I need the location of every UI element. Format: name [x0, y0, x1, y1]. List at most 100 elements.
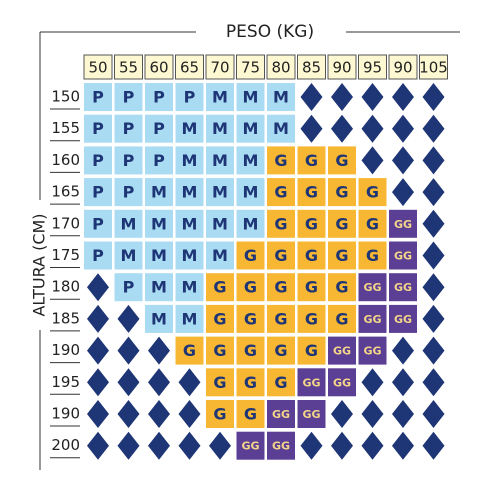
- size-cell: [236, 431, 265, 460]
- size-cell: [206, 114, 234, 143]
- size-cell: [175, 146, 204, 175]
- size-cell: [389, 273, 417, 302]
- size-cell: [297, 273, 326, 302]
- column-label: 60: [149, 59, 168, 77]
- empty-diamond: [87, 431, 109, 460]
- size-label: G: [244, 405, 257, 424]
- size-label: GG: [394, 281, 412, 294]
- size-label: G: [213, 278, 226, 297]
- empty-diamond: [148, 431, 170, 460]
- size-cell: [236, 400, 265, 428]
- size-cell: [297, 178, 326, 207]
- empty-diamond: [87, 273, 109, 302]
- size-cell: [297, 241, 326, 270]
- empty-diamond: [422, 83, 445, 111]
- size-label: GG: [363, 345, 381, 358]
- size-cell: [145, 146, 173, 175]
- size-label: P: [153, 151, 165, 170]
- row-label: 180: [51, 278, 80, 296]
- empty-diamond: [361, 400, 384, 428]
- size-cell: [389, 209, 417, 238]
- size-cell: [328, 146, 356, 175]
- empty-diamond: [178, 400, 201, 428]
- column-header: [236, 54, 265, 80]
- size-label: GG: [302, 376, 320, 389]
- size-label: P: [92, 151, 104, 170]
- size-label: P: [123, 88, 135, 107]
- column-label: 65: [180, 59, 199, 77]
- size-cell: [267, 336, 295, 365]
- empty-diamond: [392, 114, 414, 143]
- size-cell: [84, 146, 112, 175]
- size-label: G: [335, 246, 348, 265]
- empty-diamond: [117, 336, 140, 365]
- size-cell: [114, 241, 143, 270]
- size-label: P: [92, 88, 104, 107]
- size-label: M: [151, 278, 167, 297]
- size-label: G: [335, 214, 348, 233]
- size-label: G: [213, 341, 226, 360]
- size-cell: [206, 83, 234, 111]
- size-label: GG: [302, 408, 320, 421]
- empty-diamond: [117, 304, 140, 333]
- size-label: G: [183, 341, 196, 360]
- column-header: [205, 54, 235, 80]
- size-label: G: [274, 214, 287, 233]
- size-cell: [358, 304, 387, 333]
- size-cell: [206, 336, 234, 365]
- size-cell: [175, 178, 204, 207]
- size-cell: [236, 304, 265, 333]
- size-cell: [236, 368, 265, 397]
- size-cell: [297, 209, 326, 238]
- empty-diamond: [300, 114, 323, 143]
- size-label: GG: [394, 313, 412, 326]
- empty-diamond: [422, 273, 445, 302]
- size-label: G: [274, 246, 287, 265]
- size-cell: [267, 400, 295, 428]
- empty-diamond: [392, 83, 414, 111]
- size-cell: [297, 368, 326, 397]
- size-cell: [267, 146, 295, 175]
- size-label: M: [182, 309, 198, 328]
- size-cell: [297, 146, 326, 175]
- empty-diamond: [331, 114, 353, 143]
- empty-diamond: [422, 209, 445, 238]
- size-cell: [84, 83, 112, 111]
- size-cell: [358, 273, 387, 302]
- size-cell: [267, 114, 295, 143]
- axis-label-bg: [30, 200, 50, 330]
- size-label: G: [305, 309, 318, 328]
- size-cell: [175, 304, 204, 333]
- size-label: M: [243, 119, 259, 138]
- size-cell: [236, 146, 265, 175]
- size-label: G: [366, 214, 379, 233]
- size-cell: [206, 241, 234, 270]
- empty-diamond: [361, 83, 384, 111]
- column-label: 85: [302, 59, 321, 77]
- size-cell: [389, 241, 417, 270]
- size-cell: [175, 241, 204, 270]
- row-label: 170: [51, 214, 80, 232]
- size-label: G: [366, 246, 379, 265]
- size-label: M: [151, 183, 167, 202]
- size-label: G: [244, 309, 257, 328]
- size-cell: [236, 83, 265, 111]
- size-label: G: [244, 278, 257, 297]
- size-cell: [328, 368, 356, 397]
- size-cell: [175, 114, 204, 143]
- size-label: P: [92, 246, 104, 265]
- column-label: 90: [332, 59, 351, 77]
- size-cell: [175, 273, 204, 302]
- size-cell: [206, 304, 234, 333]
- size-label: M: [243, 214, 259, 233]
- size-cell: [236, 209, 265, 238]
- size-cell: [145, 178, 173, 207]
- size-label: M: [151, 214, 167, 233]
- size-label: G: [213, 373, 226, 392]
- empty-diamond: [392, 400, 414, 428]
- size-label: GG: [394, 218, 412, 231]
- size-label: M: [182, 183, 198, 202]
- size-cell: [267, 209, 295, 238]
- size-label: GG: [272, 440, 290, 453]
